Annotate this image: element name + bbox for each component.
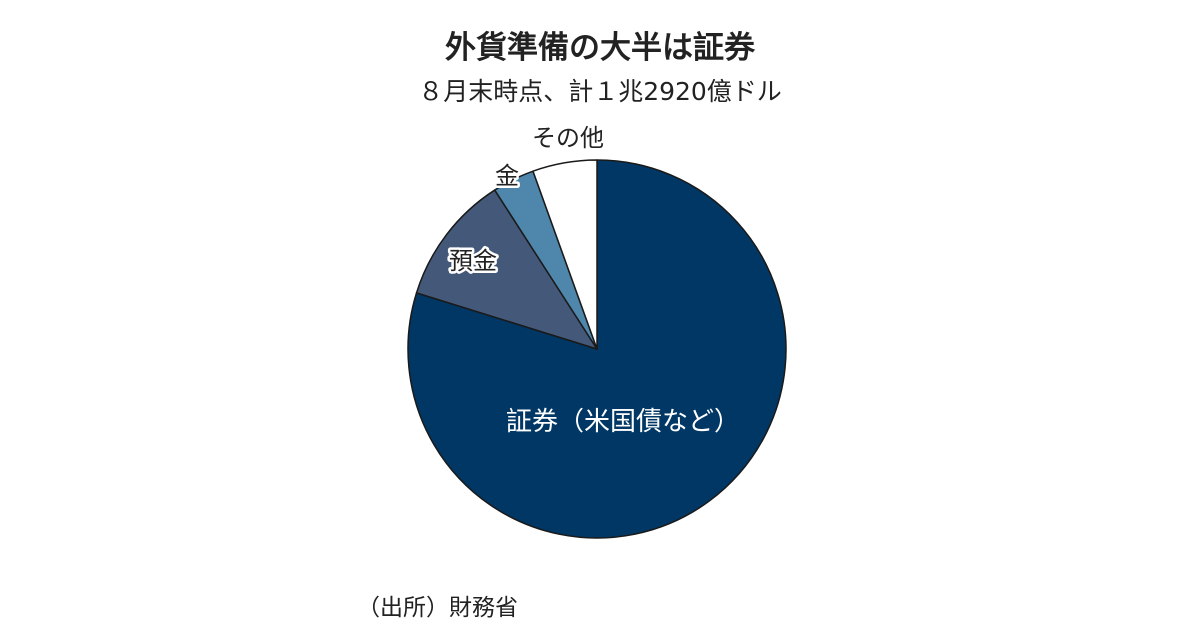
slice-other — [532, 159, 598, 350]
slice-label-other: その他 — [532, 124, 604, 152]
slice-label-deposits: 預金 — [449, 247, 497, 275]
chart-subtitle: ８月末時点、計１兆2920億ドル — [418, 77, 782, 106]
chart-title: 外貨準備の大半は証券 — [445, 30, 755, 66]
source-note: （出所）財務省 — [357, 595, 518, 621]
slice-label-gold: 金 — [495, 162, 519, 190]
slice-label-securities: 証券（米国債など） — [506, 407, 740, 437]
slice-deposits — [415, 189, 598, 350]
